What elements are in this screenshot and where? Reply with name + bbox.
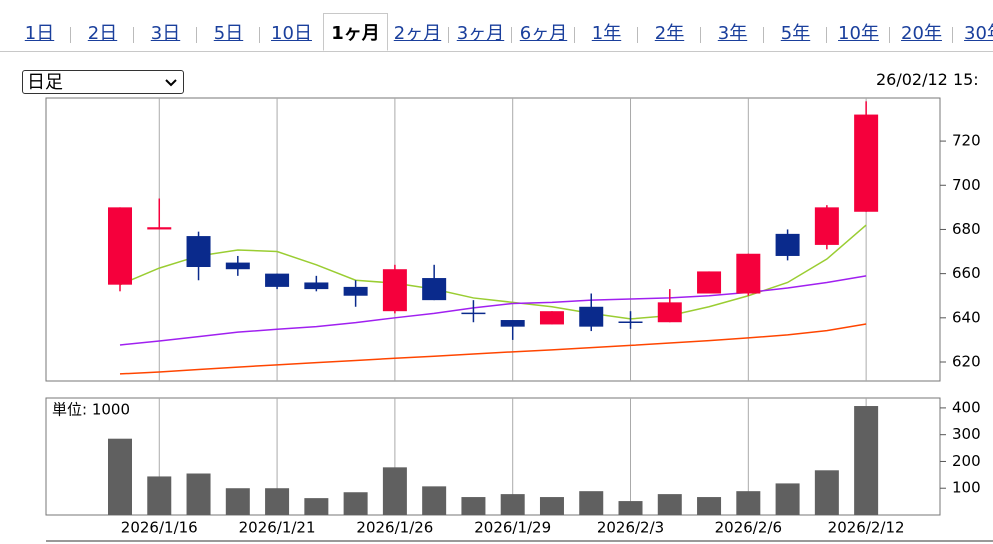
volume-bar [500,494,525,515]
candle-body [814,207,839,245]
y-tick-label: 700 [952,176,981,194]
tab[interactable]: 2年 [638,14,701,50]
y-tick-label: 680 [952,220,981,238]
candle-body [265,273,290,287]
unit-label: 単位: 1000 [52,401,130,419]
y-tick-label: 100 [952,479,981,497]
candle-body [657,302,682,323]
volume-bar [343,492,368,515]
y-tick-label: 300 [952,425,981,443]
candle-body [108,207,132,285]
tab[interactable]: 3ヶ月 [449,14,512,50]
select-arrow [165,79,177,87]
tab[interactable]: 1年 [575,14,638,50]
volume-bar [618,501,643,515]
volume-bar [579,491,604,515]
candle-body [697,271,722,294]
candle-body [382,269,407,312]
tab[interactable]: 5年 [764,14,827,50]
volume-bar [461,497,486,515]
tab[interactable]: 20年 [890,14,953,50]
tab[interactable]: 10日 [271,23,312,44]
x-tick-label: 2026/1/29 [474,519,551,537]
tab[interactable]: 3日 [134,14,197,50]
candle-body [854,114,879,212]
x-tick-label: 2026/1/21 [239,519,316,537]
volume-bar [539,497,564,515]
candle-body [775,233,800,256]
volume-bar [108,438,132,515]
volume-bar [304,498,329,515]
candle-body [147,227,172,230]
volume-bar [422,486,447,515]
candle-body [422,278,447,301]
tab[interactable]: 2ヶ月 [386,14,449,50]
x-tick-label: 2026/2/12 [828,519,905,537]
x-tick-label: 2026/2/6 [715,519,782,537]
x-tick-label: 2026/2/3 [597,519,664,537]
y-tick-label: 720 [952,132,981,150]
x-tick-label: 2026/1/16 [121,519,198,537]
tab[interactable]: 6ヶ月 [512,14,575,50]
volume-bar [814,470,839,515]
tab[interactable]: 10年 [827,14,890,50]
x-tick-label: 2026/1/26 [356,519,433,537]
tab[interactable]: 30年 [953,14,993,50]
tab[interactable]: 1ヶ月 [323,13,388,51]
volume-bar [657,494,682,515]
select-label: 日足 [27,72,63,93]
plot-frame [45,397,941,516]
tab[interactable]: 2日 [71,14,134,50]
volume-bar [265,488,290,515]
candle-body [343,286,368,296]
tab[interactable]: 5日 [197,14,260,50]
volume-bar [736,491,761,515]
candle-body [500,320,525,327]
candle-body [579,306,604,327]
candle-body [186,236,211,268]
volume-bar [186,473,211,515]
timestamp: 26/02/12 15: [876,70,979,89]
volume-bar [697,497,722,515]
y-tick-label: 200 [952,452,981,470]
period-select[interactable]: 日足 [22,70,184,94]
moving-average-line [119,323,867,375]
tab[interactable]: 1日 [8,14,71,50]
candle-body [304,282,329,290]
candle-body [539,311,564,325]
y-tick-label: 640 [952,308,981,326]
volume-bar [775,483,800,515]
y-tick-label: 660 [952,264,981,282]
y-tick-label: 400 [952,398,981,416]
y-tick-label: 620 [952,353,981,371]
volume-bar [382,467,407,515]
volume-bar [147,476,172,515]
candle-body [736,253,761,294]
volume-bar [854,406,879,515]
tab[interactable]: 3年 [701,14,764,50]
candle-body [225,262,250,270]
volume-bar [225,488,250,515]
moving-average-line [119,224,867,320]
